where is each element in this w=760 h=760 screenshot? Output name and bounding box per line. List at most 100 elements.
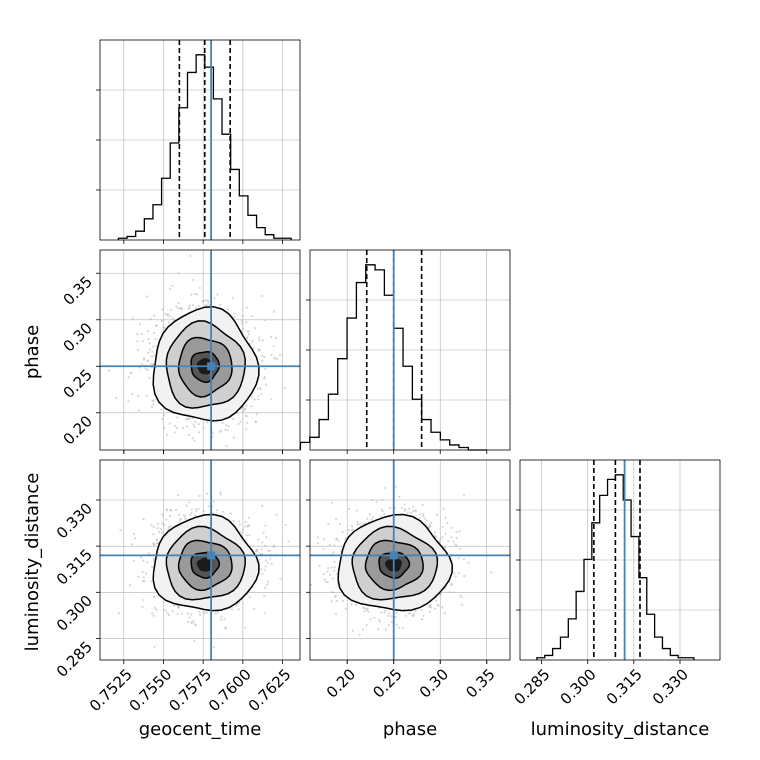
scatter-panel-geocent_time-luminosity_distance-point [265, 536, 268, 539]
scatter-panel-geocent_time-luminosity_distance-point [235, 604, 238, 607]
scatter-panel-phase-luminosity_distance-point [455, 530, 458, 534]
scatter-panel-phase-luminosity_distance-point [421, 503, 424, 507]
scatter-panel-phase-luminosity_distance-point [408, 507, 411, 510]
scatter-panel-phase-luminosity_distance-point [439, 537, 442, 541]
scatter-panel-phase-luminosity_distance-point [388, 612, 391, 615]
ytick-label-luminosity_distance-1: 0.300 [53, 592, 96, 635]
hist-panel-luminosity_distance-border [519, 459, 721, 661]
ytick-label-phase-0: 0.20 [60, 412, 96, 448]
scatter-panel-geocent_time-phase-point [225, 424, 228, 427]
scatter-panel-phase-luminosity_distance-point [333, 566, 336, 569]
scatter-panel-geocent_time-phase-point [152, 331, 156, 334]
scatter-panel-geocent_time-phase-point [269, 335, 273, 338]
scatter-panel-geocent_time-phase-point [168, 422, 171, 425]
scatter-panel-phase-luminosity_distance-point [425, 519, 428, 522]
scatter-panel-phase-luminosity_distance-point [368, 513, 371, 516]
scatter-panel-phase-luminosity_distance-point [361, 628, 364, 632]
scatter-panel-geocent_time-luminosity_distance-point [231, 608, 234, 611]
scatter-panel-geocent_time-luminosity_distance-point [264, 565, 267, 568]
scatter-panel-geocent_time-luminosity_distance-point [269, 549, 272, 553]
scatter-panel-phase-luminosity_distance-point [437, 604, 440, 607]
scatter-panel-phase-luminosity_distance-point [337, 539, 340, 543]
scatter-panel-geocent_time-luminosity_distance-point [141, 605, 144, 609]
scatter-panel-geocent_time-phase-point [163, 414, 166, 417]
scatter-panel-geocent_time-luminosity_distance-point [220, 615, 223, 618]
scatter-panel-geocent_time-luminosity_distance-point [275, 513, 278, 516]
scatter-panel-geocent_time-luminosity_distance-contour-4 [196, 557, 213, 572]
scatter-panel-geocent_time-phase-point [252, 347, 255, 350]
scatter-panel-geocent_time-luminosity_distance-point [198, 494, 201, 498]
scatter-panel-geocent_time-luminosity_distance-point [152, 533, 155, 536]
scatter-panel-geocent_time-luminosity_distance-point [284, 523, 287, 526]
scatter-panel-geocent_time-phase-point [197, 305, 200, 308]
scatter-panel-geocent_time-phase-point [264, 367, 267, 370]
scatter-panel-phase-luminosity_distance-point [377, 628, 380, 631]
scatter-panel-geocent_time-phase-point [108, 369, 111, 372]
scatter-panel-geocent_time-luminosity_distance-point [155, 608, 158, 611]
scatter-panel-geocent_time-phase-point [152, 399, 155, 402]
scatter-panel-phase-luminosity_distance-point [457, 557, 460, 560]
scatter-panel-phase-luminosity_distance-point [379, 515, 382, 518]
scatter-panel-geocent_time-phase-point [202, 427, 205, 430]
scatter-panel-phase-luminosity_distance-point [350, 603, 353, 606]
scatter-panel-geocent_time-phase-point [148, 377, 151, 380]
scatter-panel-geocent_time-phase-point [131, 317, 134, 320]
xlabel-geocent-time: geocent_time [139, 719, 262, 740]
ytick-label-phase-2: 0.30 [60, 319, 96, 355]
scatter-panel-geocent_time-phase-point [233, 312, 236, 315]
scatter-panel-geocent_time-luminosity_distance-point [266, 561, 269, 565]
scatter-panel-geocent_time-phase-point [246, 306, 249, 309]
scatter-panel-phase-luminosity_distance-point [459, 547, 462, 551]
scatter-panel-geocent_time-phase-point [150, 355, 153, 358]
scatter-panel-phase-luminosity_distance [309, 459, 511, 661]
scatter-panel-phase-luminosity_distance-point [422, 513, 425, 516]
scatter-panel-geocent_time-phase-point [219, 303, 222, 306]
scatter-panel-geocent_time-phase-point [245, 428, 248, 431]
scatter-panel-geocent_time-luminosity_distance-point [142, 559, 145, 562]
scatter-panel-phase-luminosity_distance-point [326, 581, 329, 584]
scatter-panel-phase-luminosity_distance-point [355, 603, 358, 607]
scatter-panel-geocent_time-luminosity_distance-point [214, 612, 217, 615]
scatter-panel-phase-luminosity_distance-point [329, 573, 332, 576]
scatter-panel-geocent_time-phase-point [192, 304, 195, 307]
scatter-panel-geocent_time-phase-point [147, 338, 150, 341]
scatter-panel-geocent_time-luminosity_distance-point [150, 580, 153, 583]
scatter-panel-geocent_time-luminosity_distance-point [264, 586, 267, 590]
xtick-label-geocent_time-1: 0.7550 [126, 665, 176, 715]
scatter-panel-geocent_time-phase-point [152, 345, 155, 348]
scatter-panel-geocent_time-luminosity_distance-point [184, 517, 187, 521]
scatter-panel-geocent_time-luminosity_distance-point [181, 612, 184, 615]
scatter-panel-geocent_time-phase-point [260, 354, 263, 357]
scatter-panel-phase-luminosity_distance-point [330, 566, 333, 569]
scatter-panel-phase-luminosity_distance-point [441, 606, 444, 609]
scatter-panel-phase-luminosity_distance-point [375, 500, 378, 503]
scatter-panel-geocent_time-luminosity_distance-point [146, 560, 149, 564]
scatter-panel-geocent_time-luminosity_distance-point [190, 511, 193, 514]
scatter-panel-geocent_time-phase-point [153, 354, 156, 357]
scatter-panel-phase-luminosity_distance-point [316, 542, 320, 545]
scatter-panel-geocent_time-luminosity_distance-point [186, 612, 189, 615]
scatter-panel-geocent_time-phase-point [177, 301, 180, 305]
scatter-panel-geocent_time-phase-point [146, 330, 149, 333]
scatter-panel-geocent_time-phase-point [272, 345, 275, 348]
scatter-panel-phase-luminosity_distance-point [381, 510, 384, 513]
scatter-panel-phase-luminosity_distance-point [334, 595, 337, 599]
scatter-panel-geocent_time-luminosity_distance-point [238, 523, 241, 526]
scatter-panel-geocent_time-phase-point [171, 317, 174, 320]
scatter-panel-geocent_time-phase-point [232, 417, 235, 420]
scatter-panel-geocent_time-phase-point [175, 426, 179, 429]
scatter-panel-phase-luminosity_distance-point [458, 572, 461, 575]
scatter-panel-geocent_time-phase-point [263, 375, 266, 378]
scatter-panel-geocent_time-phase-point [146, 368, 149, 372]
scatter-panel-geocent_time-phase-point [231, 296, 234, 299]
scatter-panel-geocent_time-phase-point [221, 421, 224, 424]
scatter-panel-geocent_time-luminosity_distance-point [177, 606, 180, 609]
scatter-panel-phase-luminosity_distance-point [328, 544, 331, 547]
scatter-panel-phase-luminosity_distance-point [344, 607, 347, 610]
scatter-panel-geocent_time-phase-point [246, 330, 249, 333]
scatter-panel-geocent_time-luminosity_distance-point [219, 618, 223, 621]
scatter-panel-geocent_time-phase-point [253, 398, 256, 401]
hist-panel-luminosity_distance [516, 459, 721, 661]
scatter-panel-geocent_time-phase-point [174, 431, 177, 434]
scatter-panel-phase-luminosity_distance-point [380, 508, 383, 511]
